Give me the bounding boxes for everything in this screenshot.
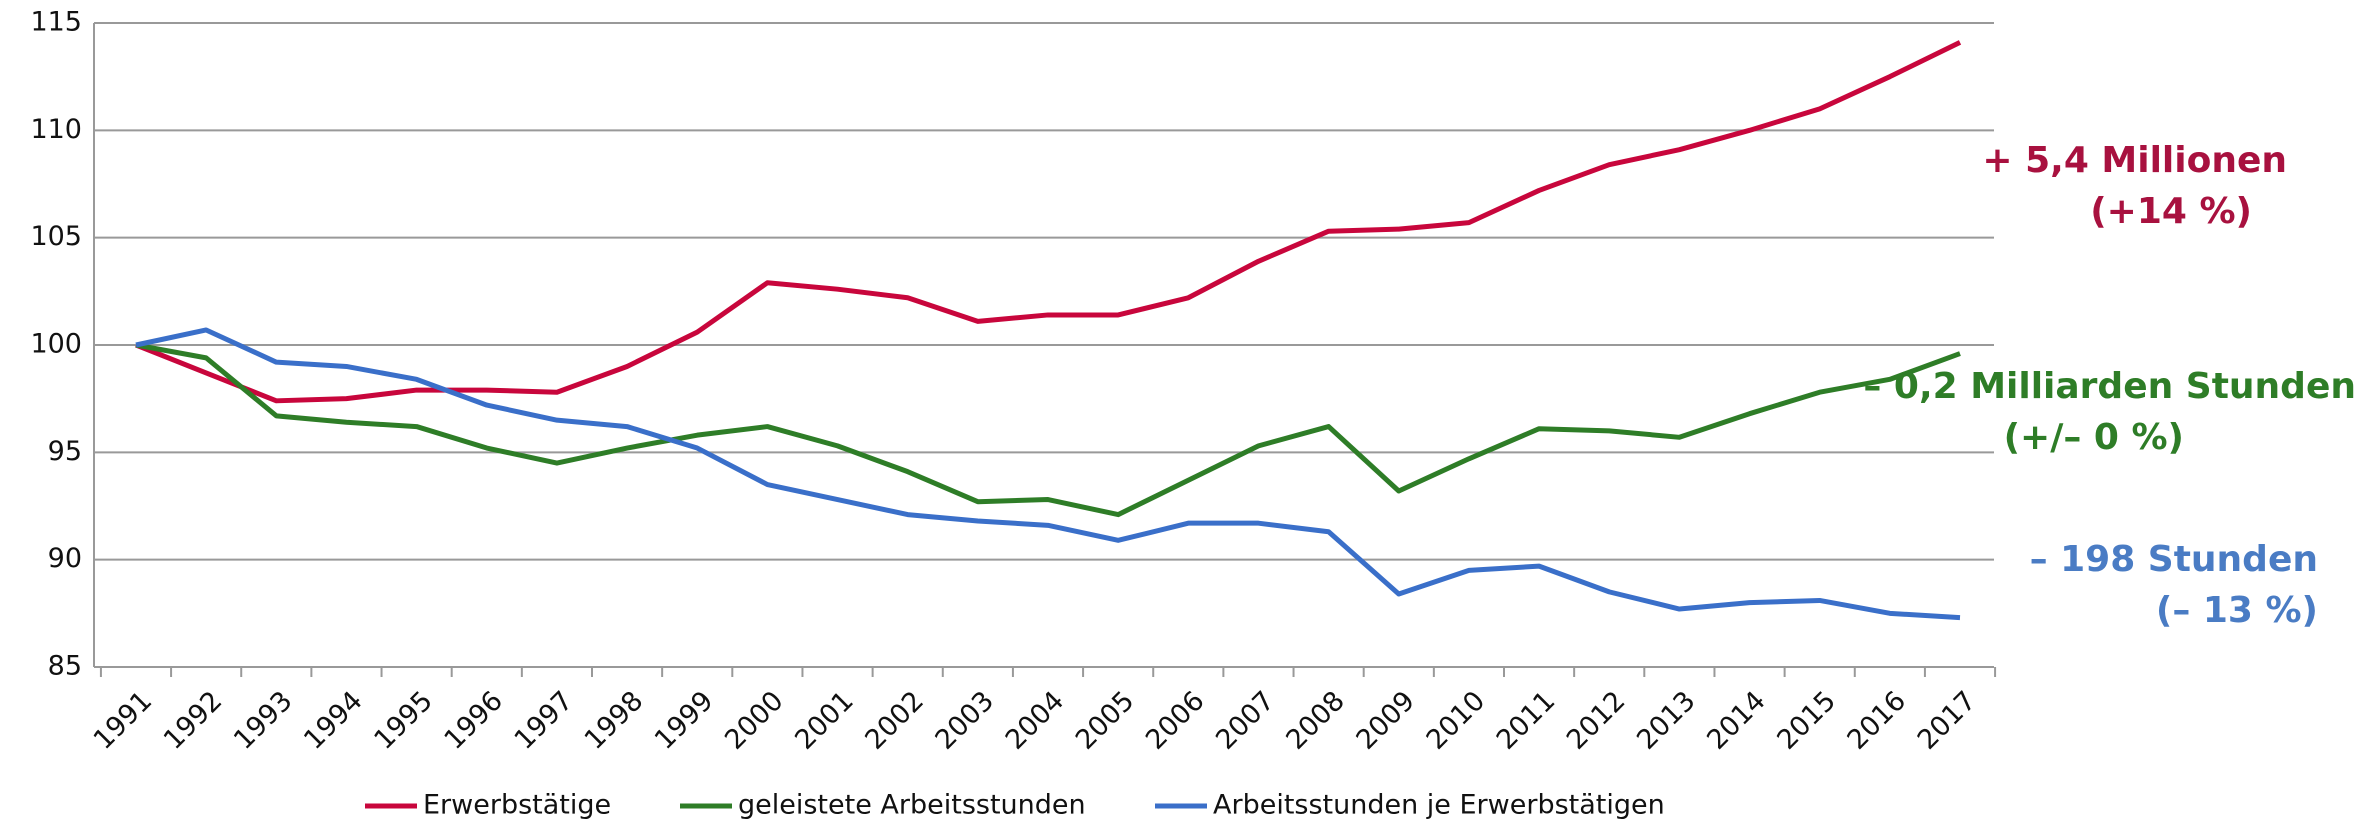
x-tick-label: 1997 (509, 685, 580, 756)
x-tick-label: 1994 (298, 685, 369, 756)
x-tick-label: 1999 (649, 685, 720, 756)
x-tick-label: 2001 (789, 685, 860, 756)
x-tick-label: 2004 (1000, 685, 1071, 756)
x-tick-label: 1996 (439, 685, 510, 756)
x-tick-label: 2008 (1280, 685, 1351, 756)
x-tick-label: 1995 (368, 685, 439, 756)
x-tick-label: 2007 (1210, 685, 1281, 756)
y-tick-label: 90 (48, 543, 82, 574)
x-tick-label: 2016 (1842, 685, 1913, 756)
x-tick-label: 2006 (1140, 685, 1211, 756)
x-tick-label: 1991 (88, 685, 159, 756)
x-tick-label: 2012 (1561, 685, 1632, 756)
legend-label: geleistete Arbeitsstunden (738, 790, 1086, 821)
x-tick-label: 2013 (1631, 685, 1702, 756)
y-tick-label: 105 (30, 221, 82, 252)
x-tick-label: 2011 (1491, 685, 1562, 756)
annotation: – 0,2 Milliarden Stunden (1863, 366, 2356, 407)
x-tick-label: 2003 (930, 685, 1001, 756)
x-tick-label: 1998 (579, 685, 650, 756)
x-tick-label: 2000 (719, 685, 790, 756)
x-tick-label: 2009 (1351, 685, 1422, 756)
y-tick-label: 85 (48, 651, 82, 682)
x-tick-label: 2015 (1771, 685, 1842, 756)
series-line (135, 342, 1961, 518)
annotation: (+14 %) (2090, 191, 2252, 232)
x-tick-label: 2010 (1421, 685, 1492, 756)
y-tick-label: 115 (30, 7, 82, 38)
x-tick-label: 1993 (228, 685, 299, 756)
y-tick-label: 110 (30, 114, 82, 145)
annotation: + 5,4 Millionen (1982, 140, 2287, 181)
y-tick-label: 100 (30, 329, 82, 360)
legend-label: Erwerbstätige (423, 790, 611, 821)
annotation: (+/– 0 %) (2004, 417, 2184, 458)
y-tick-label: 95 (48, 436, 82, 467)
series-line (135, 40, 1962, 404)
legend-label: Arbeitsstunden je Erwerbstätigen (1213, 790, 1665, 821)
x-tick-label: 2017 (1912, 685, 1983, 756)
x-tick-label: 2002 (859, 685, 930, 756)
x-tick-label: 2005 (1070, 685, 1141, 756)
x-tick-label: 2014 (1701, 685, 1772, 756)
series-line (135, 327, 1961, 621)
annotation: – 198 Stunden (2030, 539, 2318, 580)
x-tick-label: 1992 (158, 685, 229, 756)
annotation: (– 13 %) (2156, 590, 2318, 631)
